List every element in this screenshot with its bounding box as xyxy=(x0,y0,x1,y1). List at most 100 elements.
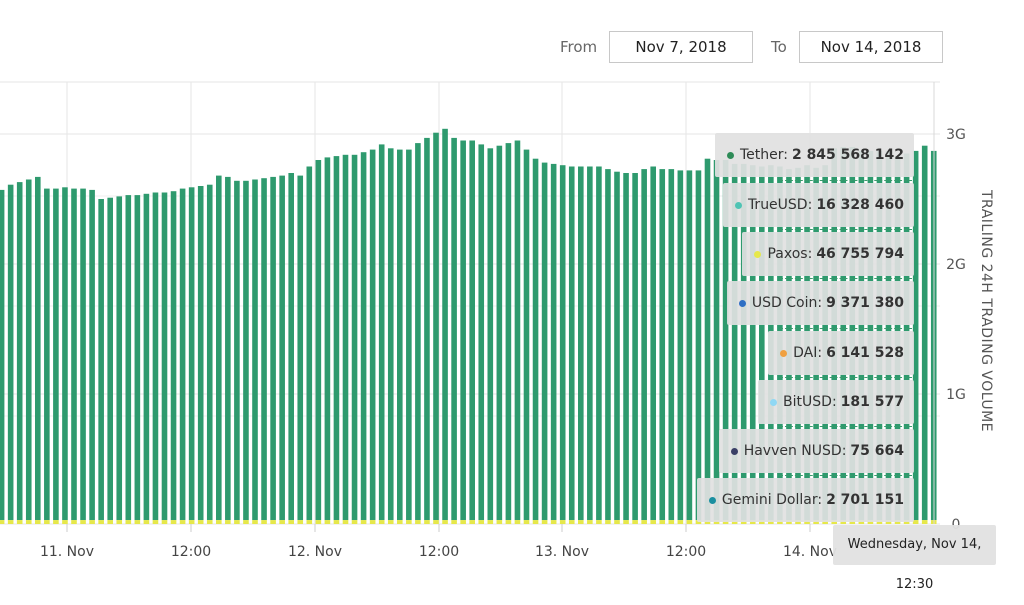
bar-tether xyxy=(596,166,602,521)
bar-tether xyxy=(424,137,430,521)
bar-tether xyxy=(514,140,521,521)
bar-tether xyxy=(605,169,611,521)
bar-stablecoins xyxy=(704,520,711,524)
bar-stablecoins xyxy=(306,520,313,524)
tooltip-series-value: 9 371 380 xyxy=(826,295,904,311)
bar-stablecoins xyxy=(831,520,837,524)
bar-tether xyxy=(587,166,593,521)
bar-tether xyxy=(749,165,756,521)
bar-stablecoins xyxy=(469,520,475,524)
to-label: To xyxy=(771,38,787,56)
tooltip-separator xyxy=(780,278,912,279)
bar-stablecoins xyxy=(16,520,23,524)
bar-stablecoins xyxy=(234,520,240,524)
bar-tether xyxy=(143,193,150,521)
bar-tether xyxy=(740,163,747,521)
bar-tether xyxy=(695,170,702,521)
x-tick-label: 14. Nov xyxy=(783,544,837,560)
tooltip-entry: Gemini Dollar: 2 701 151 xyxy=(696,478,914,522)
bar-stablecoins xyxy=(903,520,910,524)
y-axis: 01G2G3G xyxy=(946,127,966,533)
bar-stablecoins xyxy=(442,520,448,524)
bar-stablecoins xyxy=(541,520,548,524)
bar-tether xyxy=(89,189,95,521)
tooltip-series-name: BitUSD: xyxy=(783,394,837,410)
tooltip-series-name: USD Coin: xyxy=(751,295,823,311)
from-date-input[interactable]: Nov 7, 2018 xyxy=(609,31,753,63)
bar-stablecoins xyxy=(387,520,394,524)
bar-stablecoins xyxy=(695,520,702,524)
bar-tether xyxy=(53,188,59,521)
tooltip-series-value: 16 328 460 xyxy=(816,197,904,213)
bar-tether xyxy=(442,128,448,521)
bar-stablecoins xyxy=(197,520,204,524)
bar-tether xyxy=(234,180,240,521)
y-tick-label: 1G xyxy=(946,387,966,403)
bar-tether xyxy=(270,176,276,521)
tooltip-date: Wednesday, Nov 14, 12:30 xyxy=(833,525,996,592)
bar-stablecoins xyxy=(614,520,620,524)
bar-stablecoins xyxy=(623,520,629,524)
bar-tether xyxy=(912,150,919,521)
x-axis: 11. Nov 12:00 12. Nov 12:00 13. Nov 12:00 14. … xyxy=(40,524,837,560)
bar-stablecoins xyxy=(415,520,421,524)
bar-stablecoins xyxy=(378,520,385,524)
bar-stablecoins xyxy=(406,520,412,524)
tooltip-series-name: Havven NUSD: xyxy=(743,443,847,459)
y-axis-label-wrap: TRAILING 24H TRADING VOLUME xyxy=(978,190,998,432)
bar-stablecoins xyxy=(225,520,231,524)
bar-tether xyxy=(559,165,566,521)
bar-stablecoins xyxy=(161,520,168,524)
bar-tether xyxy=(568,166,575,521)
bar-tether xyxy=(759,166,765,521)
bar-tether xyxy=(216,175,222,521)
bar-stablecoins xyxy=(559,520,566,524)
bar-stablecoins xyxy=(722,520,729,524)
bar-tether xyxy=(7,184,14,521)
bar-tether xyxy=(107,197,113,521)
tooltip-entry: Paxos: 46 755 794 xyxy=(742,232,914,276)
bar-tether xyxy=(632,173,638,521)
x-tick-label: 12. Nov xyxy=(288,544,342,560)
bar-stablecoins xyxy=(578,520,584,524)
x-tick-label: 12:00 xyxy=(419,544,459,560)
bar-stablecoins xyxy=(885,520,892,524)
bar-stablecoins xyxy=(768,520,774,524)
series-color-dot-icon xyxy=(730,447,738,455)
bar-stablecoins xyxy=(840,520,847,524)
bar-stablecoins xyxy=(152,520,159,524)
bar-stablecoins xyxy=(25,520,32,524)
bar-stablecoins xyxy=(740,520,747,524)
bar-stablecoins xyxy=(668,520,675,524)
tooltip-series-value: 2 701 151 xyxy=(826,492,904,508)
bar-stablecoins xyxy=(125,520,132,524)
series-color-dot-icon xyxy=(726,151,734,159)
bar-stablecoins xyxy=(44,520,50,524)
tooltip-series-value: 6 141 528 xyxy=(826,345,904,361)
bar-stablecoins xyxy=(7,520,14,524)
bar-stablecoins xyxy=(523,520,530,524)
bar-tether xyxy=(623,173,629,521)
bar-tether xyxy=(686,170,693,521)
tooltip-series-name: DAI: xyxy=(793,345,823,361)
bar-tether xyxy=(505,143,512,521)
bar-stablecoins xyxy=(677,520,684,524)
bar-stablecoins xyxy=(216,520,222,524)
bar-stablecoins xyxy=(53,520,59,524)
bar-stablecoins xyxy=(532,520,539,524)
bar-tether xyxy=(460,140,466,521)
bar-tether xyxy=(134,195,141,521)
to-date-input[interactable]: Nov 14, 2018 xyxy=(799,31,943,63)
series-color-dot-icon xyxy=(734,201,742,209)
bar-tether xyxy=(333,156,340,521)
bar-stablecoins xyxy=(360,520,367,524)
bar-tether xyxy=(921,145,928,521)
bar-tether xyxy=(478,144,485,521)
bar-stablecoins xyxy=(170,520,177,524)
bar-tether xyxy=(369,149,376,521)
bar-tether xyxy=(116,196,123,521)
bar-stablecoins xyxy=(98,520,104,524)
bar-tether xyxy=(668,169,675,521)
tooltip-separator xyxy=(780,328,912,329)
bar-tether xyxy=(288,173,294,521)
